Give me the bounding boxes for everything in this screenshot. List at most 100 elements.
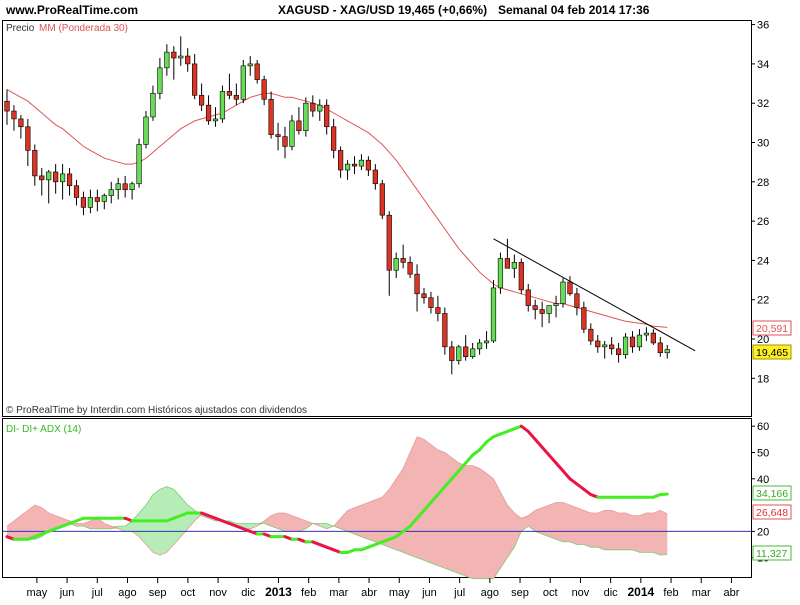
x-tick-label-17: oct — [543, 587, 558, 599]
candle-body-16 — [116, 184, 121, 190]
adx-segment-76 — [528, 431, 535, 439]
candle-body-26 — [185, 56, 190, 64]
candle-body-5 — [39, 176, 44, 180]
adx-segment-69 — [480, 442, 487, 450]
badge-di-plus: 11,327 — [756, 548, 787, 560]
price-y-tick-label-7: 22 — [757, 295, 769, 307]
candle-body-40 — [283, 137, 288, 147]
candle-body-81 — [568, 282, 573, 294]
price-y-tick-label-1: 34 — [757, 59, 769, 71]
candle-body-44 — [311, 103, 316, 111]
x-tick-label-18: nov — [572, 587, 590, 599]
x-tick-label-14: jul — [453, 587, 465, 599]
candle-body-95 — [665, 350, 670, 353]
candle-body-31 — [220, 91, 225, 119]
x-tick-label-10: mar — [329, 587, 348, 599]
adx-segment-78 — [542, 447, 549, 455]
candle-body-94 — [658, 343, 663, 353]
candle-body-84 — [589, 329, 594, 341]
candle-body-9 — [67, 174, 72, 186]
candle-body-85 — [595, 341, 600, 347]
candle-body-56 — [394, 258, 399, 270]
candle-body-74 — [519, 262, 524, 290]
candle-body-59 — [415, 274, 420, 294]
site-title: www.ProRealTime.com — [5, 3, 138, 17]
x-tick-label-7: dic — [241, 587, 256, 599]
candle-body-2 — [19, 119, 24, 127]
candle-body-91 — [637, 335, 642, 347]
candle-body-1 — [12, 111, 17, 119]
candle-body-72 — [505, 258, 510, 268]
candle-body-46 — [324, 105, 329, 127]
x-tick-label-2: jul — [91, 587, 103, 599]
x-tick-label-5: oct — [181, 587, 196, 599]
badge-price: 19,465 — [756, 347, 788, 359]
candle-body-17 — [123, 184, 128, 190]
candle-body-14 — [102, 196, 107, 202]
candle-body-78 — [547, 306, 552, 314]
x-tick-label-23: abr — [723, 587, 739, 599]
candle-body-34 — [241, 66, 246, 99]
x-tick-label-12: may — [389, 587, 410, 599]
x-tick-label-22: mar — [692, 587, 711, 599]
candle-body-42 — [297, 121, 302, 131]
candle-body-61 — [429, 298, 434, 308]
candle-body-51 — [359, 160, 364, 166]
candle-body-11 — [81, 198, 86, 208]
x-tick-label-3: ago — [118, 587, 136, 599]
price-y-tick-label-2: 32 — [757, 98, 769, 110]
candle-body-65 — [456, 347, 461, 361]
candle-body-24 — [172, 52, 177, 58]
adx-segment-81 — [563, 471, 570, 479]
candle-body-69 — [484, 341, 489, 343]
candle-body-39 — [276, 135, 281, 137]
period-text: Semanal 04 feb 2014 17:36 — [498, 3, 650, 17]
di-minus-area-0 — [7, 505, 118, 539]
x-tick-label-8: 2013 — [265, 585, 292, 599]
candle-body-76 — [533, 306, 538, 310]
adx-segment-80 — [556, 463, 563, 471]
candle-body-77 — [540, 310, 545, 314]
candle-body-75 — [526, 290, 531, 306]
candle-body-62 — [436, 308, 441, 314]
badge-adx: 34,166 — [756, 488, 788, 500]
legend-price: Precio — [6, 23, 35, 34]
candle-body-88 — [616, 349, 621, 355]
price-panel[interactable] — [5, 36, 695, 374]
adx-segment-79 — [549, 455, 556, 463]
adx-segment-77 — [535, 439, 542, 447]
candle-body-70 — [491, 288, 496, 341]
candle-body-15 — [109, 190, 114, 196]
candle-body-89 — [623, 337, 628, 355]
candle-body-38 — [269, 99, 274, 134]
candle-body-10 — [74, 186, 79, 198]
x-tick-label-21: feb — [663, 587, 678, 599]
candle-body-92 — [644, 333, 649, 335]
legend-adx: DI- DI+ ADX (14) — [6, 424, 81, 435]
candle-body-29 — [206, 105, 211, 121]
di-minus-area-6 — [334, 437, 668, 579]
candle-body-7 — [53, 172, 58, 182]
x-tick-label-4: sep — [149, 587, 167, 599]
candle-body-37 — [262, 80, 267, 100]
quote-text: 19,465 (+0,66%) — [398, 3, 487, 17]
candle-body-12 — [88, 198, 93, 208]
candle-body-0 — [5, 101, 10, 111]
candle-body-4 — [33, 150, 38, 176]
x-tick-label-15: ago — [481, 587, 499, 599]
x-tick-label-11: abr — [361, 587, 377, 599]
candle-body-90 — [630, 337, 635, 347]
di-plus-area-5 — [320, 524, 334, 529]
candle-body-48 — [338, 150, 343, 170]
candle-body-47 — [331, 127, 336, 151]
candle-body-67 — [470, 349, 475, 357]
badge-di-minus: 26,648 — [756, 507, 788, 519]
candle-body-60 — [422, 294, 427, 298]
candle-body-36 — [255, 64, 260, 80]
instrument-title: XAGUSD - XAG/USD — [278, 3, 395, 17]
price-y-tick-label-3: 30 — [757, 138, 769, 150]
adx-panel[interactable] — [3, 426, 751, 579]
candle-body-33 — [234, 95, 239, 99]
